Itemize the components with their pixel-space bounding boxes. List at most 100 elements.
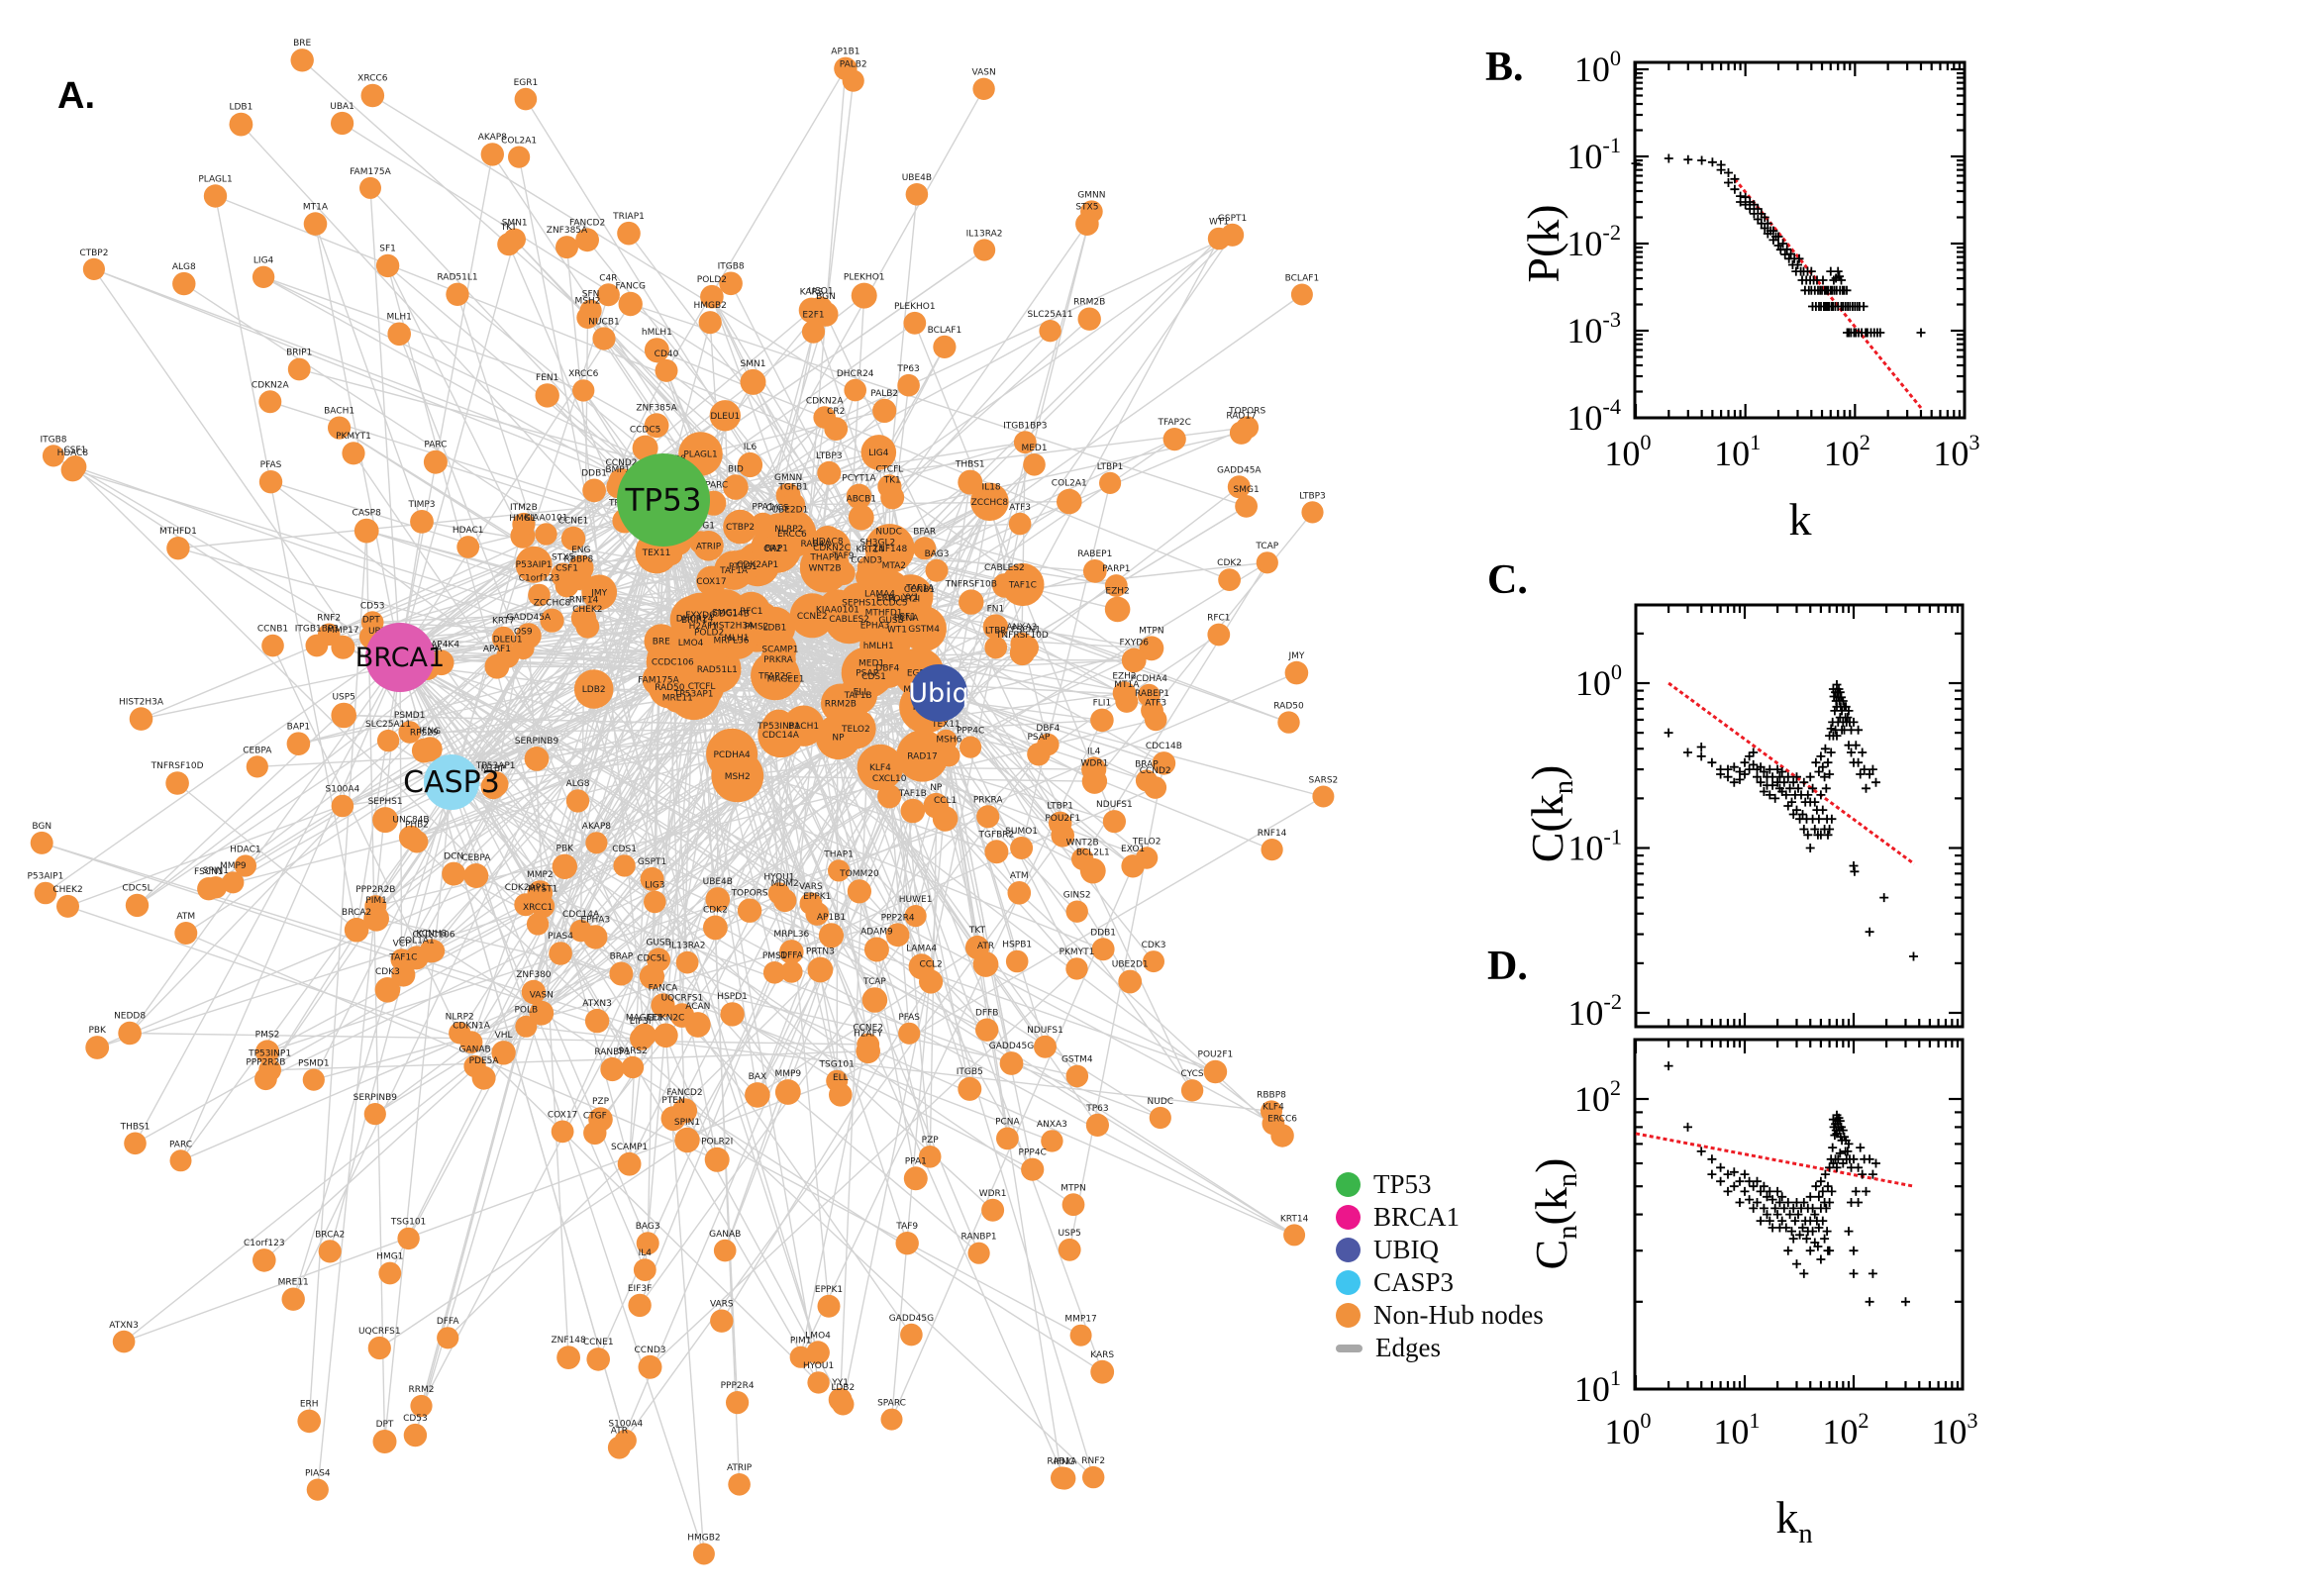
network-node [705, 887, 731, 912]
network-node-label: ZNF385A [547, 226, 588, 236]
network-node [812, 526, 844, 556]
network-node-label: POLR2I [701, 1138, 733, 1147]
network-node-label: CDK2 [703, 906, 728, 916]
network-node-label: COL2A1 [1052, 479, 1087, 489]
network-edge [938, 692, 1164, 764]
network-node-label: LDB1 [762, 624, 786, 634]
network-node [824, 417, 849, 441]
brca1-swatch [1336, 1205, 1361, 1230]
network-node [456, 536, 480, 558]
network-node-label: WDR1 [979, 1189, 1007, 1199]
network-node [328, 416, 352, 440]
network-node-label: SPIN1 [203, 866, 229, 876]
network-node [750, 512, 776, 539]
network-node-label: GMNN [774, 473, 802, 483]
network-node [632, 435, 658, 461]
network-node-label: UBA1 [330, 102, 354, 112]
network-node-label: CTCFL [688, 682, 716, 692]
network-node [528, 583, 551, 607]
network-node-label: TAF1C [1008, 581, 1037, 591]
hub-label-ubiq: Ubiq [908, 678, 969, 709]
network-node-label: CDC14A [562, 910, 600, 920]
network-node-label: USP5 [1058, 1229, 1080, 1239]
network-node [526, 913, 550, 936]
network-node [684, 1012, 711, 1038]
data-points [1631, 153, 1926, 338]
network-node [1312, 785, 1335, 808]
network-node [863, 937, 889, 962]
network-node [582, 478, 606, 503]
network-node-label: ERCC6 [1267, 1114, 1297, 1124]
network-node-label: DFFA [780, 950, 803, 960]
network-node [521, 979, 547, 1005]
network-node-label: UBE4B [902, 173, 932, 183]
network-node-label: BRAP [1135, 759, 1159, 769]
network-node-label: TNFRSF10D [151, 761, 204, 771]
network-node-label: CCNE1 [583, 1338, 614, 1347]
network-edge [370, 636, 994, 1211]
network-node [1082, 559, 1107, 583]
network-node-label: TK1 [883, 475, 901, 485]
network-node-label: LDB1 [229, 103, 252, 113]
x-axis-title: kn [1775, 1492, 1812, 1549]
network-node [331, 702, 357, 729]
network-node-label: WT1 [887, 625, 907, 635]
y-axis-title: Cn(kn) [1526, 1158, 1583, 1270]
network-node [410, 1394, 433, 1418]
network-node-label: BAP1 [765, 545, 788, 554]
network-node-label: CCNB1 [257, 625, 288, 635]
network-node [1065, 1064, 1089, 1088]
legend-item-tp53: TP53 [1336, 1168, 1544, 1201]
network-edge [134, 656, 401, 1145]
network-node-label: CASP8 [353, 509, 382, 519]
network-node-label: CHEK2 [52, 885, 82, 895]
network-node [491, 626, 516, 650]
network-node-label: CD40 [655, 349, 679, 359]
network-node-label: CDK3 [1142, 941, 1166, 950]
network-node-label: BAG3 [636, 1222, 660, 1232]
network-edge [399, 656, 649, 1244]
network-node-label: C1orf123 [244, 1239, 285, 1248]
network-node [1141, 699, 1163, 722]
network-edge [938, 481, 971, 694]
network-node [63, 455, 87, 478]
network-node-label: NUCB1 [588, 317, 620, 327]
network-node-label: RANBP1 [961, 1233, 997, 1243]
network-node [1007, 881, 1032, 905]
network-node-label: CCNB1 [904, 585, 935, 595]
legend-label: Edges [1375, 1333, 1441, 1362]
network-node-label: PSMD1 [298, 1059, 330, 1069]
network-node-label: TCAP [862, 977, 886, 987]
network-node-label: hMLH1 [642, 328, 672, 338]
network-node [1065, 900, 1088, 923]
network-node-label: TSG101 [819, 1060, 855, 1070]
network-edge [262, 276, 584, 392]
network-node-label: WT1 [1209, 218, 1229, 228]
network-node-label: MED1 [858, 658, 884, 668]
network-node [856, 1039, 880, 1064]
network-edge [185, 932, 718, 1160]
network-node-label: MTPN [1139, 627, 1163, 637]
network-node-label: TOPORS [1228, 406, 1265, 416]
edge-swatch [1336, 1344, 1363, 1352]
network-node-label: RBBP8 [1257, 1090, 1286, 1100]
network-node-label: PDE5A [469, 1056, 500, 1066]
legend-item-ubiq: UBIQ [1336, 1234, 1544, 1266]
network-node-label: TAF9 [895, 1222, 918, 1232]
network-edge [541, 499, 664, 1014]
x-tick-label: 101 [1713, 1408, 1760, 1451]
network-node-label: CD53 [360, 601, 385, 611]
network-node-label: RAD17 [907, 751, 937, 761]
network-node-label: HMG1 [376, 1252, 403, 1262]
network-edge [565, 247, 646, 1036]
network-node-label: SMN1 [741, 359, 766, 369]
network-node [992, 573, 1017, 598]
network-node [644, 413, 669, 439]
network-node-label: NP [930, 783, 943, 793]
axis-ticks [1634, 62, 1967, 420]
network-node-label: FXYD6 [685, 611, 715, 621]
network-edge [662, 499, 840, 871]
network-node [900, 1323, 923, 1347]
